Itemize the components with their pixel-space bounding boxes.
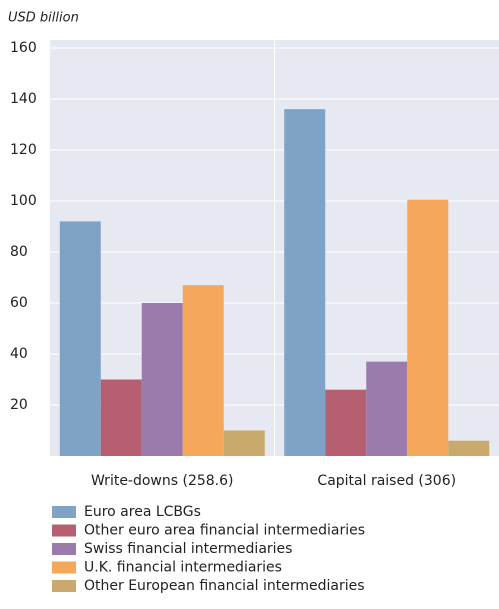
- legend-label: Euro area LCBGs: [84, 504, 201, 520]
- y-tick-label: 160: [10, 40, 37, 56]
- legend-label: Other European financial intermediaries: [84, 578, 365, 594]
- bar: [284, 109, 326, 456]
- y-axis-label: USD billion: [8, 11, 79, 26]
- legend-label: Other euro area financial intermediaries: [84, 523, 365, 539]
- y-tick-label: 40: [10, 346, 28, 362]
- bar: [223, 430, 265, 456]
- y-tick-label: 100: [10, 193, 37, 209]
- y-tick-label: 80: [10, 244, 28, 260]
- legend-swatch: [52, 561, 76, 574]
- legend-swatch: [52, 543, 76, 555]
- legend-swatch: [52, 506, 76, 518]
- legend-label: U.K. financial intermediaries: [84, 560, 282, 576]
- y-tick-label: 120: [10, 142, 37, 158]
- bar: [366, 361, 408, 456]
- bar: [448, 440, 490, 456]
- bar: [407, 199, 449, 456]
- bar: [325, 389, 367, 456]
- bar: [141, 303, 183, 456]
- bar: [59, 221, 101, 456]
- bar: [100, 379, 142, 456]
- y-tick-label: 140: [10, 91, 37, 107]
- bar: [182, 285, 224, 456]
- x-tick-label: Write-downs (258.6): [91, 473, 234, 489]
- x-tick-label: Capital raised (306): [317, 473, 456, 489]
- legend-swatch: [52, 580, 76, 592]
- legend-swatch: [52, 524, 76, 537]
- y-tick-label: 20: [10, 397, 28, 413]
- y-tick-label: 60: [10, 295, 28, 311]
- legend-label: Swiss financial intermediaries: [84, 541, 292, 557]
